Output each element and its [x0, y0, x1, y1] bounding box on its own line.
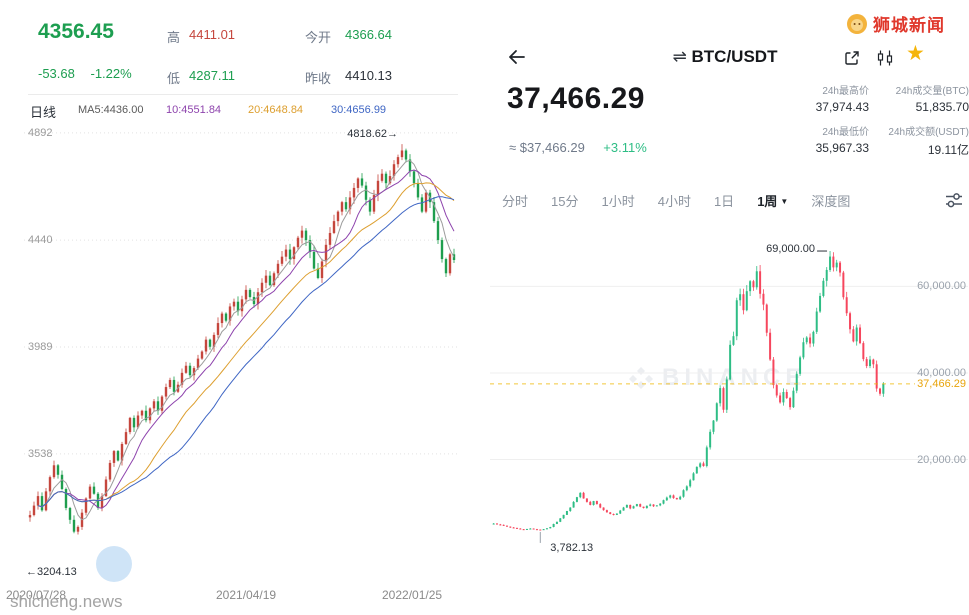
btc-candlestick-chart[interactable] [490, 228, 968, 585]
site-logo-text: 狮城新闻 [873, 16, 945, 35]
binance-watermark-text: BINANCE [662, 364, 807, 391]
y-axis-tick: 60,000.00 [917, 280, 966, 293]
x-axis-tick: 2022/01/25 [382, 588, 443, 602]
tab-1d[interactable]: 1日 [713, 193, 735, 209]
tab-depth[interactable]: 深度图 [811, 193, 851, 209]
stat-24h-turnover: 24h成交额(USDT) 19.11亿 [873, 123, 969, 158]
peak-price-annotation: 4818.62→ [347, 128, 398, 141]
high-value: 4411.01 [189, 27, 236, 42]
tab-15m[interactable]: 15分 [551, 193, 579, 209]
chart-settings-button[interactable] [944, 190, 964, 210]
stat-label: 24h成交额(USDT) [888, 127, 969, 138]
index-change-value: -53.68 [38, 66, 75, 81]
ma30-legend: 30:4656.99 [331, 104, 387, 116]
x-axis-tick: 2021/04/19 [216, 588, 277, 602]
site-watermark: shicheng.news [10, 592, 123, 611]
stat-value: 51,835.70 [915, 100, 969, 114]
stat-label: 24h最高价 [822, 86, 869, 97]
tab-1w-active[interactable]: 1周 ▼ [757, 191, 788, 210]
site-logo: 狮城新闻 [846, 11, 945, 36]
low-value: 4287.11 [189, 68, 236, 83]
y-axis-tick: 4440 [28, 234, 53, 247]
pair-title: ⇌ BTC/USDT [565, 47, 885, 67]
open-value: 4366.64 [345, 27, 392, 42]
index-last-price: 4356.45 [38, 20, 114, 43]
interval-tab-bar: 分时 15分 1小时 4小时 1日 1周 ▼ 深度图 [502, 190, 964, 210]
low-label: 低 [167, 71, 181, 86]
swap-icon: ⇌ [672, 47, 687, 66]
circular-watermark [96, 546, 132, 582]
tab-time[interactable]: 分时 [502, 193, 529, 209]
binance-watermark: BINANCE [628, 364, 806, 392]
y-axis-tick: 4892 [28, 126, 53, 139]
prev-close-value: 4410.13 [345, 68, 392, 83]
peak-price-annotation: 69,000.00 [766, 243, 816, 256]
header-divider [28, 94, 458, 95]
share-icon [845, 51, 859, 65]
y-axis-tick: 3538 [28, 447, 53, 460]
index-change: -53.68 -1.22% [38, 66, 132, 81]
favorite-star-button[interactable]: ★ [906, 42, 925, 65]
y-axis-tick: 3989 [28, 340, 53, 353]
btc-price-row: ≈ $37,466.29 +3.11% [509, 139, 647, 157]
tune-sliders-icon [946, 193, 962, 208]
candlestick-icon [877, 50, 893, 66]
chevron-down-icon: ▼ [780, 196, 789, 206]
stat-value: 19.11亿 [927, 143, 969, 157]
tab-1h[interactable]: 1小时 [601, 193, 635, 209]
pair-name: BTC/USDT [691, 47, 778, 66]
btc-change-pct: +3.11% [603, 140, 647, 155]
back-arrow-icon [509, 50, 525, 64]
back-button[interactable] [505, 46, 527, 68]
stat-value: 35,967.33 [815, 141, 869, 155]
ma10-legend: 10:4551.84 [166, 104, 222, 116]
y-axis-tick: 20,000.00 [917, 453, 966, 466]
current-price-label: 37,466.29 [915, 377, 966, 390]
fiat-equivalent: ≈ $37,466.29 [509, 140, 585, 155]
kline-view-button[interactable] [876, 49, 894, 67]
stat-24h-low: 24h最低价 35,967.33 [785, 123, 869, 158]
binance-diamond-icon [629, 367, 653, 389]
ticker-stats: 24h最高价 37,974.43 24h成交量(BTC) 51,835.70 2… [785, 82, 969, 158]
high-label: 高 [167, 30, 181, 45]
period-selector[interactable]: 日线 [30, 105, 57, 120]
tab-4h[interactable]: 4小时 [657, 193, 691, 209]
low-price-annotation: ←3204.13 [26, 566, 77, 578]
share-button[interactable] [843, 49, 861, 67]
stat-label: 24h成交量(BTC) [895, 86, 969, 97]
open-label: 今开 [305, 30, 332, 45]
prev-close-label: 昨收 [305, 71, 332, 86]
stat-24h-volume: 24h成交量(BTC) 51,835.70 [873, 82, 969, 114]
lion-logo-icon [847, 13, 867, 34]
ma20-legend: 20:4648.84 [248, 104, 304, 116]
ma5-legend: MA5:4436.00 [78, 104, 144, 116]
y-axis-tick: 40,000.00 [917, 366, 966, 379]
index-candlestick-chart[interactable] [0, 118, 458, 585]
tab-1w-label: 1周 [757, 193, 778, 209]
index-change-pct: -1.22% [90, 66, 132, 81]
low-price-annotation: 3,782.13 [550, 541, 594, 554]
x-axis-tick: 2020/07/28 [6, 588, 67, 602]
btc-last-price: 37,466.29 [507, 82, 645, 115]
stat-value: 37,974.43 [815, 100, 869, 114]
stat-label: 24h最低价 [822, 127, 869, 138]
stat-24h-high: 24h最高价 37,974.43 [785, 82, 869, 114]
